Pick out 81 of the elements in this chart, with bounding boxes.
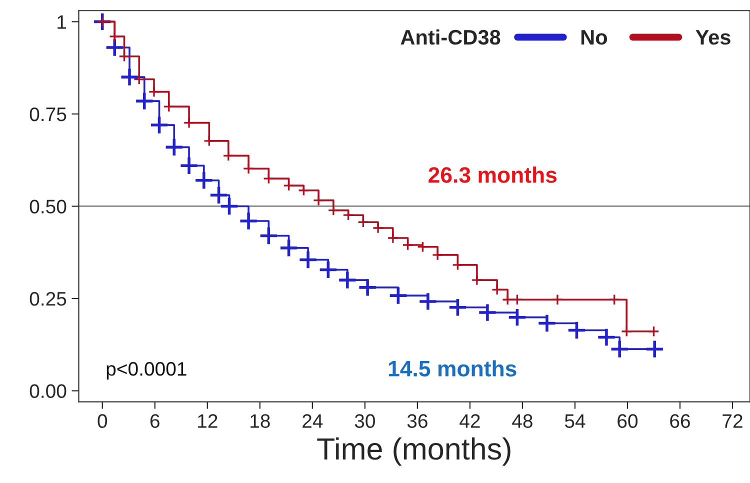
point — [648, 326, 660, 338]
point — [179, 156, 199, 176]
point — [507, 308, 527, 328]
point — [318, 260, 338, 280]
y-tick-label: 0.25 — [30, 292, 66, 306]
point — [644, 339, 664, 359]
point — [298, 250, 318, 270]
point — [418, 292, 438, 312]
annotation: p<0.0001 — [106, 362, 186, 380]
point — [620, 326, 632, 338]
y-tick-label: 0.75 — [30, 107, 66, 122]
annotation: 14.5 months — [388, 360, 516, 377]
x-tick-label: 48 — [512, 414, 532, 428]
point — [432, 249, 444, 261]
point — [183, 117, 195, 129]
point — [471, 274, 483, 286]
legend-label: Yes — [696, 30, 730, 45]
point — [163, 100, 175, 112]
x-axis-title: Time (months) — [317, 437, 510, 466]
point — [416, 241, 428, 253]
point — [387, 232, 399, 244]
x-tick-label: 54 — [564, 414, 586, 428]
y-tick-label: 0.00 — [30, 384, 66, 398]
x-tick-label: 6 — [150, 414, 160, 428]
y-tick-label: 1 — [58, 15, 66, 29]
point — [402, 239, 414, 251]
point — [452, 259, 464, 271]
point — [596, 328, 616, 347]
point — [342, 209, 354, 221]
point — [512, 294, 523, 306]
point — [134, 91, 154, 111]
point — [108, 30, 120, 42]
point — [203, 135, 215, 147]
point — [502, 294, 514, 306]
point — [537, 314, 557, 333]
x-tick-label: 36 — [407, 414, 428, 428]
point — [610, 339, 630, 359]
point — [283, 180, 294, 192]
point — [491, 284, 503, 296]
point — [104, 38, 124, 58]
point — [279, 238, 299, 258]
point — [372, 222, 384, 234]
point — [96, 16, 108, 28]
point — [262, 172, 274, 184]
point — [133, 74, 145, 85]
x-tick-label: 72 — [722, 414, 742, 428]
y-tick-label: 0.50 — [30, 200, 66, 214]
point — [238, 211, 258, 231]
legend-title: Anti-CD38 — [400, 29, 500, 45]
point — [242, 162, 254, 174]
point — [358, 278, 378, 298]
point — [566, 320, 586, 340]
x-tick-label: 60 — [618, 414, 638, 428]
point — [312, 194, 324, 206]
legend-label: No — [581, 30, 608, 45]
point — [357, 216, 369, 228]
x-tick-label: 18 — [250, 414, 270, 428]
point — [478, 302, 498, 322]
point — [338, 270, 358, 290]
x-tick-label: 24 — [302, 414, 323, 428]
point — [388, 286, 408, 306]
point — [608, 294, 620, 306]
point — [448, 298, 468, 318]
point — [120, 67, 140, 87]
point — [148, 86, 160, 98]
point — [220, 196, 239, 216]
x-tick-label: 66 — [670, 414, 690, 428]
x-tick-label: 12 — [198, 414, 218, 428]
x-tick-label: 0 — [98, 414, 108, 428]
point — [194, 170, 214, 190]
point — [328, 204, 340, 216]
point — [552, 294, 564, 306]
annotation: 26.3 months — [428, 166, 557, 183]
point — [118, 50, 130, 62]
x-tick-label: 30 — [354, 414, 375, 428]
point — [222, 150, 234, 162]
point — [258, 226, 278, 246]
x-tick-label: 42 — [460, 414, 480, 428]
point — [209, 185, 228, 205]
point — [164, 137, 184, 157]
point — [150, 115, 169, 135]
